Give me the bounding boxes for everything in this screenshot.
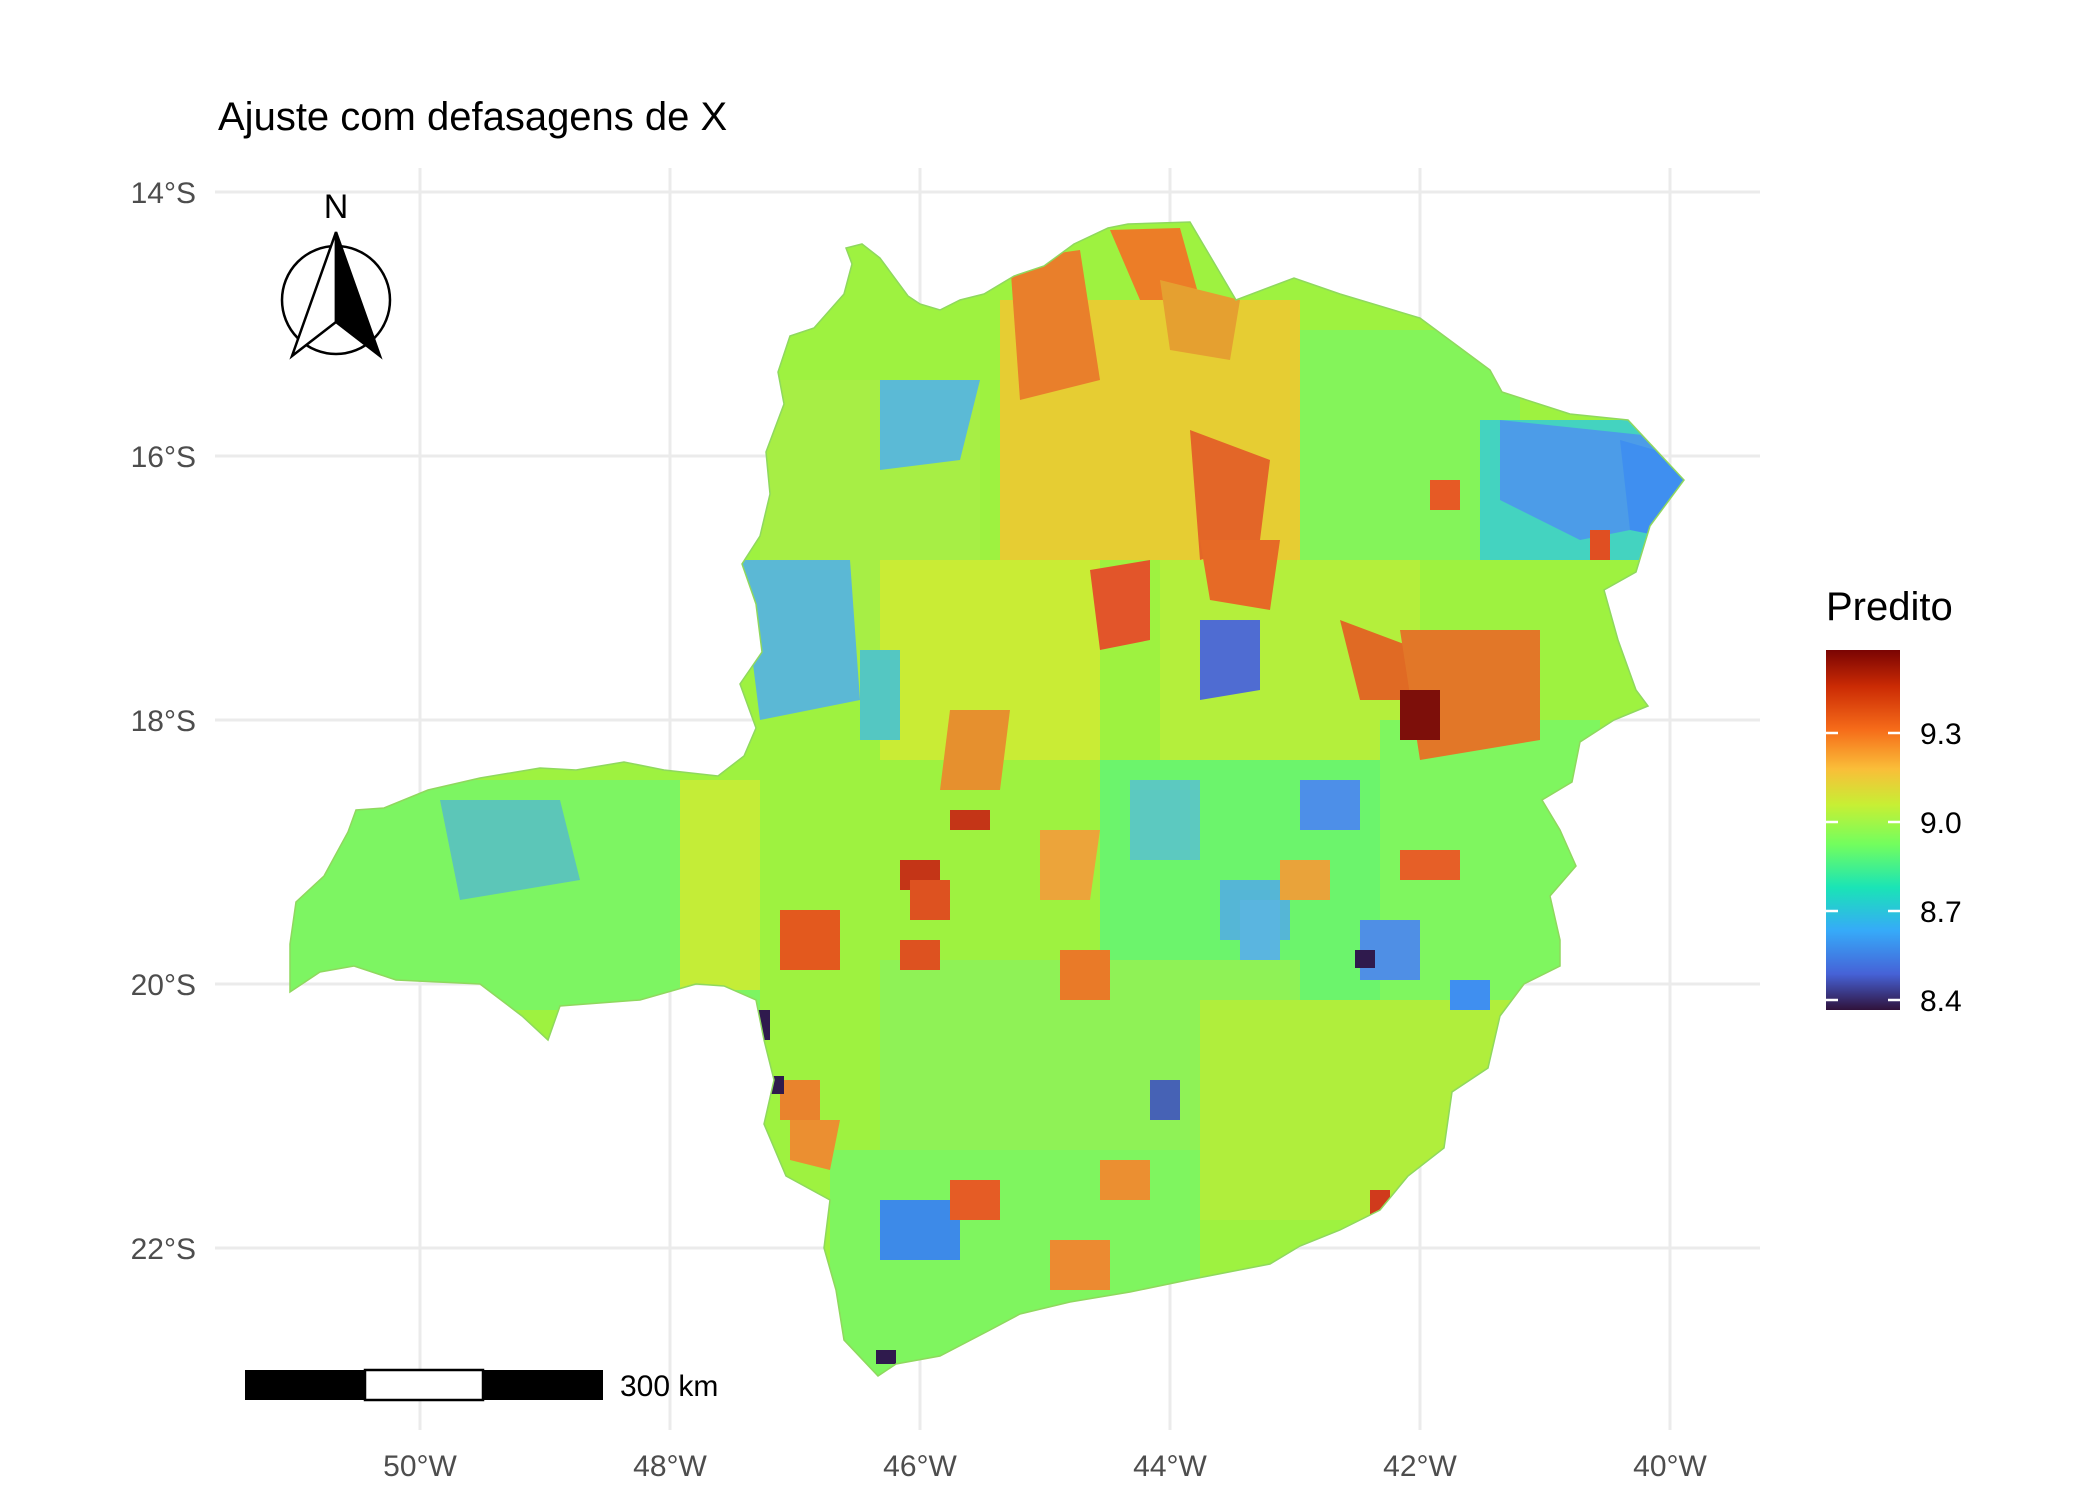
region-center-west xyxy=(880,560,1100,760)
patch-purple-3 xyxy=(1355,950,1375,968)
patch-orange-west xyxy=(940,710,1010,790)
patch-teal-2 xyxy=(740,560,860,720)
patch-red-center-north-2 xyxy=(1200,540,1280,610)
patch-orange-north-2 xyxy=(1110,228,1200,300)
y-tick-label: 14°S xyxy=(131,177,196,210)
patch-orange-center-2 xyxy=(1040,830,1100,900)
y-tick-label: 18°S xyxy=(131,705,196,738)
patch-darkred-east xyxy=(1400,690,1440,740)
x-tick-label: 46°W xyxy=(883,1450,957,1483)
patch-red-tri-3 xyxy=(900,940,940,970)
legend: Predito 9.3 9.0 8.7 8.4 xyxy=(1826,585,1962,1018)
patch-red-center-north-3 xyxy=(1090,560,1150,650)
patch-blue-5 xyxy=(880,1200,960,1260)
patch-red-east xyxy=(1400,850,1460,880)
patch-red-west xyxy=(950,810,990,830)
municipality-patches xyxy=(290,228,1684,1376)
patch-red-tri-2 xyxy=(910,880,950,920)
choropleth-map xyxy=(289,221,1685,1377)
legend-colorbar xyxy=(1826,650,1900,1010)
legend-title: Predito xyxy=(1826,585,1953,629)
x-tick-label: 44°W xyxy=(1133,1450,1207,1483)
region-triangulo-east xyxy=(680,780,760,990)
patch-orange-east-1 xyxy=(1340,620,1430,700)
x-tick-label: 50°W xyxy=(383,1450,457,1483)
patch-orange-sw xyxy=(780,1080,820,1120)
patch-purple-4 xyxy=(876,1350,896,1364)
patch-orange-center xyxy=(1060,950,1110,1000)
scale-segment-3 xyxy=(483,1370,603,1400)
x-tick-label: 42°W xyxy=(1383,1450,1457,1483)
patch-orange-north-3 xyxy=(1160,280,1240,360)
patch-blue-6 xyxy=(1450,980,1490,1010)
region-triangulo xyxy=(290,780,760,1010)
patch-red-tri-1 xyxy=(780,910,840,970)
patch-orange-center-3 xyxy=(1280,860,1330,900)
x-tick-label: 48°W xyxy=(633,1450,707,1483)
patch-orange-sw-2 xyxy=(790,1120,840,1170)
scale-bar: 300 km xyxy=(245,1368,718,1403)
region-southeast xyxy=(1200,1000,1560,1220)
patch-red-south-1 xyxy=(950,1180,1000,1220)
legend-tick-label: 8.7 xyxy=(1920,896,1962,929)
y-tick-label: 20°S xyxy=(131,969,196,1002)
patch-red-ne2 xyxy=(1590,530,1610,560)
region-east xyxy=(1380,720,1600,1000)
scale-segment-1 xyxy=(245,1370,365,1400)
x-tick-label: 40°W xyxy=(1633,1450,1707,1483)
patch-orange-north-1 xyxy=(1010,250,1100,400)
patch-teal-1 xyxy=(880,380,980,470)
patch-teal-4 xyxy=(440,800,580,900)
legend-tick-marks xyxy=(1826,731,1900,1002)
patch-darkblue-2 xyxy=(1150,1080,1180,1120)
patch-red-ne xyxy=(1430,480,1460,510)
scale-segment-2 xyxy=(363,1368,485,1402)
y-tick-label: 22°S xyxy=(131,1233,196,1266)
legend-tick-label: 9.0 xyxy=(1920,807,1962,840)
patch-orange-south-1 xyxy=(1100,1160,1150,1200)
y-axis: 14°S 16°S 18°S 20°S 22°S xyxy=(131,177,196,1266)
arrow-right-half xyxy=(334,231,383,360)
chart-title: Ajuste com defasagens de X xyxy=(218,95,727,139)
scale-bar-label: 300 km xyxy=(620,1370,718,1403)
y-tick-label: 16°S xyxy=(131,441,196,474)
x-axis: 50°W 48°W 46°W 44°W 42°W 40°W xyxy=(383,1450,1707,1483)
north-arrow: N xyxy=(280,188,392,360)
patch-teal-5 xyxy=(1130,780,1200,860)
patch-darkblue-center xyxy=(1200,620,1260,700)
patch-blue-3 xyxy=(1300,780,1360,830)
patch-red-center-north xyxy=(1190,430,1270,560)
legend-tick-label: 9.3 xyxy=(1920,718,1962,751)
patch-orange-south-2 xyxy=(1050,1240,1110,1290)
patch-purple-1 xyxy=(754,1010,770,1040)
region-northeast xyxy=(1300,330,1520,560)
north-label: N xyxy=(324,188,349,226)
legend-tick-label: 8.4 xyxy=(1920,985,1962,1018)
patch-teal-3 xyxy=(860,650,900,740)
patch-blue-2 xyxy=(1240,900,1280,960)
region-south-central xyxy=(880,960,1300,1190)
